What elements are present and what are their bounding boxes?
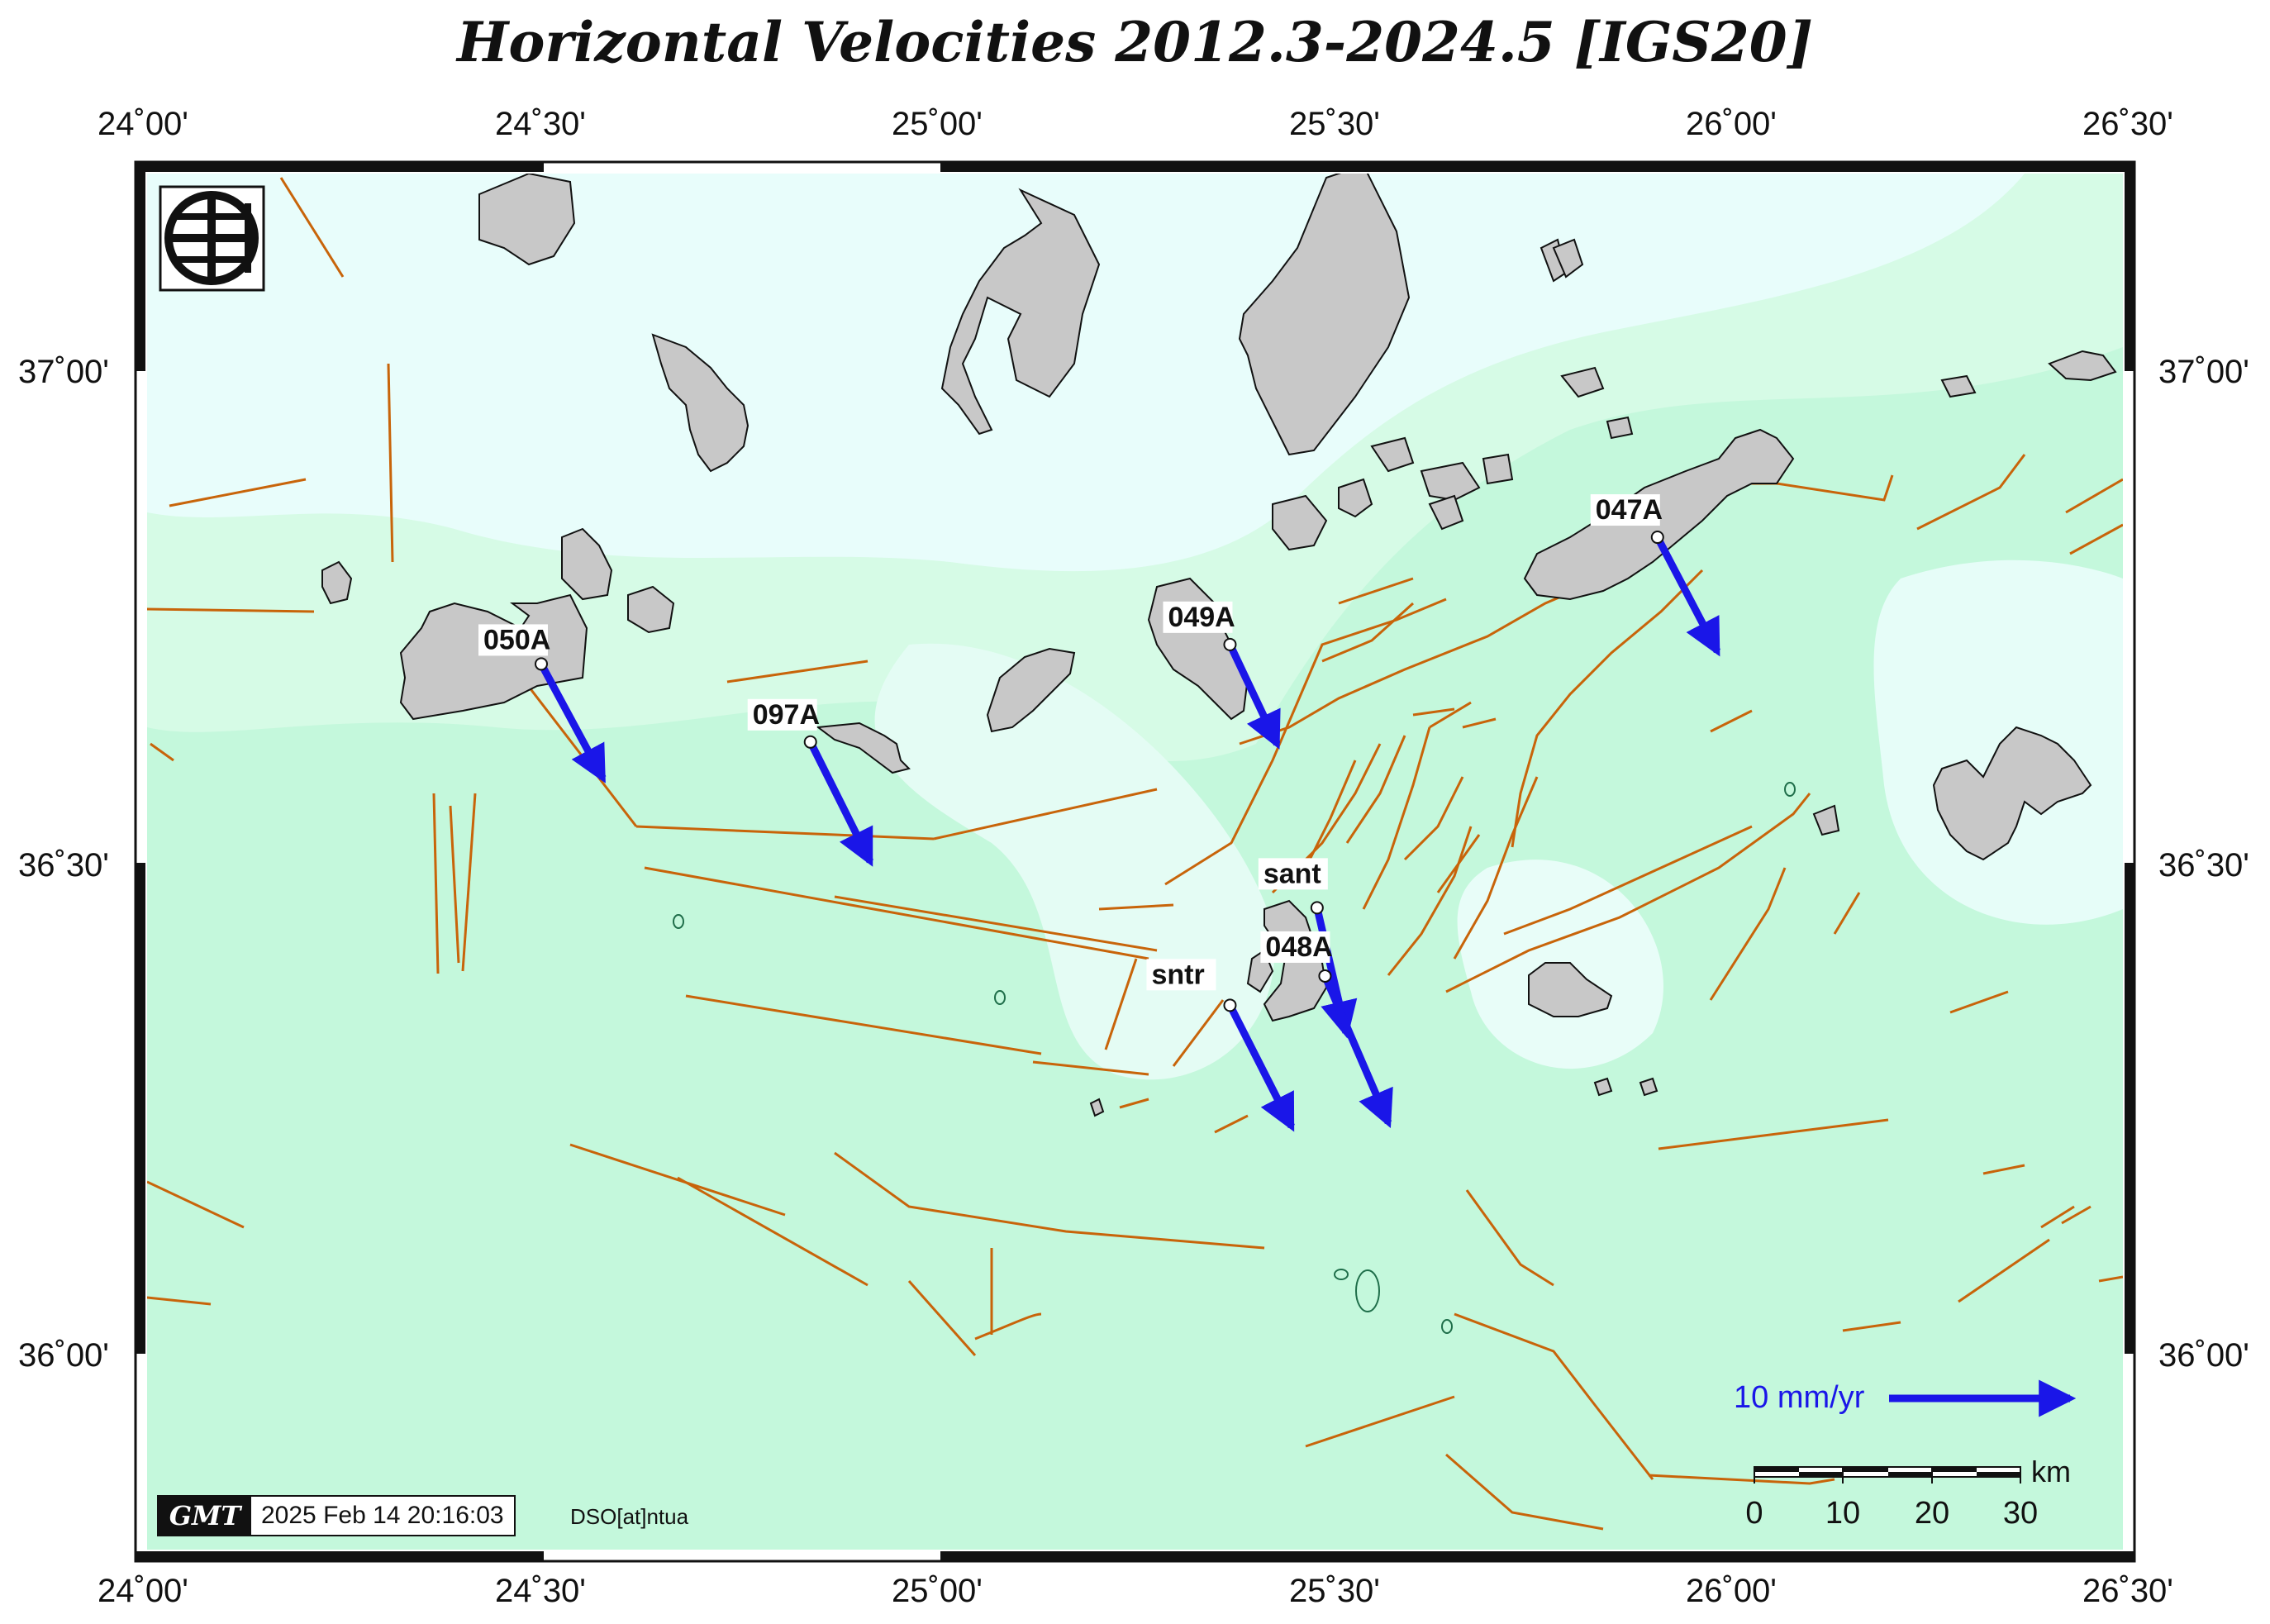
station-marker-047A <box>1650 531 1664 545</box>
map-title: Horizontal Velocities 2012.3-2024.5 [IGS… <box>457 10 1813 74</box>
lon-tick-top-4: 26˚00' <box>1686 106 1777 142</box>
island-polyaigos <box>627 585 675 634</box>
lat-tick-right-0: 37˚00' <box>2158 354 2249 390</box>
station-label-bg-097A <box>747 698 817 731</box>
scale-bar-tick-3: 30 <box>2002 1496 2039 1531</box>
island-small-a <box>1552 238 1584 279</box>
island-small-f <box>1593 1077 1613 1097</box>
station-label-bg-047A <box>1590 494 1660 526</box>
station-label-sant: sant <box>1263 858 1321 889</box>
island-serifos <box>940 188 1101 436</box>
island-folegandros-b <box>816 722 911 774</box>
island-christiana <box>1089 1098 1105 1117</box>
lat-tick-right-2: 36˚00' <box>2158 1337 2249 1374</box>
island-astypalaia <box>1932 726 2092 861</box>
island-small-j <box>1560 366 1605 398</box>
lat-tick-left-1: 36˚30' <box>18 847 109 883</box>
timestamp: 2025 Feb 14 20:16:03 <box>261 1502 504 1529</box>
velocity-arrow-048A <box>1321 974 1393 1128</box>
island-levitha <box>2048 350 2117 382</box>
lon-tick-top-2: 25˚00' <box>892 106 983 142</box>
lon-tick-bottom-2: 25˚00' <box>892 1573 983 1609</box>
station-label-048A: 048A <box>1265 931 1332 963</box>
credit-text: DSO[at]ntua <box>570 1504 689 1529</box>
station-label-bg-049A <box>1163 601 1233 633</box>
island-small-b <box>1338 478 1373 518</box>
island-milos-north <box>478 174 576 266</box>
scale-bar-tick-0: 0 <box>1745 1496 1763 1531</box>
scale-bar <box>1754 1466 2021 1484</box>
timestamp-box: GMT 2025 Feb 14 20:16:03 <box>157 1495 516 1536</box>
station-label-050A: 050A <box>483 624 550 655</box>
island-small-d <box>1420 461 1481 502</box>
lat-tick-right-1: 36˚30' <box>2158 847 2249 883</box>
lon-tick-top-0: 24˚00' <box>98 106 188 142</box>
lat-tick-left-2: 36˚00' <box>18 1337 109 1374</box>
station-label-097A: 097A <box>753 699 820 731</box>
island-anafi <box>1528 962 1613 1017</box>
island-small-k <box>1606 416 1634 440</box>
lon-tick-top-5: 26˚30' <box>2082 106 2173 142</box>
lon-tick-bottom-0: 24˚00' <box>98 1573 188 1609</box>
station-marker-050A <box>535 657 548 671</box>
scale-bar-unit: km <box>2031 1455 2071 1488</box>
island-kimolos <box>651 333 750 473</box>
lon-tick-bottom-5: 26˚30' <box>2082 1573 2173 1609</box>
island-kimolos-b <box>561 527 613 601</box>
velocity-arrow-050A <box>538 662 607 783</box>
velocity-arrow-sntr <box>1226 1003 1295 1132</box>
station-marker-097A <box>803 735 817 749</box>
island-small-i <box>1940 374 1977 398</box>
lat-tick-left-0: 37˚00' <box>18 354 109 390</box>
reference-arrow-label: 10 mm/yr <box>1734 1380 1865 1415</box>
island-antimilos <box>321 560 353 605</box>
lon-tick-bottom-3: 25˚30' <box>1289 1573 1380 1609</box>
station-marker-048A <box>1318 969 1332 983</box>
station-label-047A: 047A <box>1596 494 1663 526</box>
velocity-arrows <box>538 535 1721 1132</box>
lon-tick-top-1: 24˚30' <box>495 106 586 142</box>
station-label-bg-048A <box>1260 931 1330 963</box>
velocity-arrow-097A <box>807 740 874 867</box>
station-label-sntr: sntr <box>1151 959 1204 990</box>
station-marker-sntr <box>1223 998 1237 1012</box>
lon-tick-bottom-1: 24˚30' <box>495 1573 586 1609</box>
gmt-logo-icon: GMT <box>159 1497 251 1535</box>
bathymetry <box>147 174 2123 1550</box>
scale-bar-tick-1: 10 <box>1825 1496 1861 1531</box>
island-small-e <box>1482 453 1514 485</box>
island-naxos-fragment <box>1428 494 1464 531</box>
velocity-arrow-049A <box>1226 642 1281 750</box>
island-small-g <box>1639 1077 1658 1097</box>
island-folegandros <box>1272 494 1328 551</box>
institution-logo-icon <box>159 185 265 292</box>
station-marker-049A <box>1223 637 1237 651</box>
station-label-bg-sntr <box>1146 959 1216 991</box>
fault-lines <box>147 177 2123 1531</box>
station-label-bg-sant <box>1258 858 1328 890</box>
scale-bar-tick-2: 20 <box>1914 1496 1950 1531</box>
lon-tick-bottom-4: 26˚00' <box>1686 1573 1777 1609</box>
station-marker-sant <box>1310 901 1324 915</box>
station-label-049A: 049A <box>1168 602 1235 633</box>
island-small-c <box>1370 436 1415 473</box>
island-sifnos <box>1238 174 1411 456</box>
velocity-arrow-047A <box>1654 535 1721 657</box>
island-small-h <box>1812 804 1840 836</box>
station-label-bg-050A <box>478 624 548 656</box>
lon-tick-top-3: 25˚30' <box>1289 106 1380 142</box>
station-markers: 050A 097A 049A 047A sant 048A sntr <box>478 494 1664 1012</box>
island-sikinos <box>986 647 1076 733</box>
